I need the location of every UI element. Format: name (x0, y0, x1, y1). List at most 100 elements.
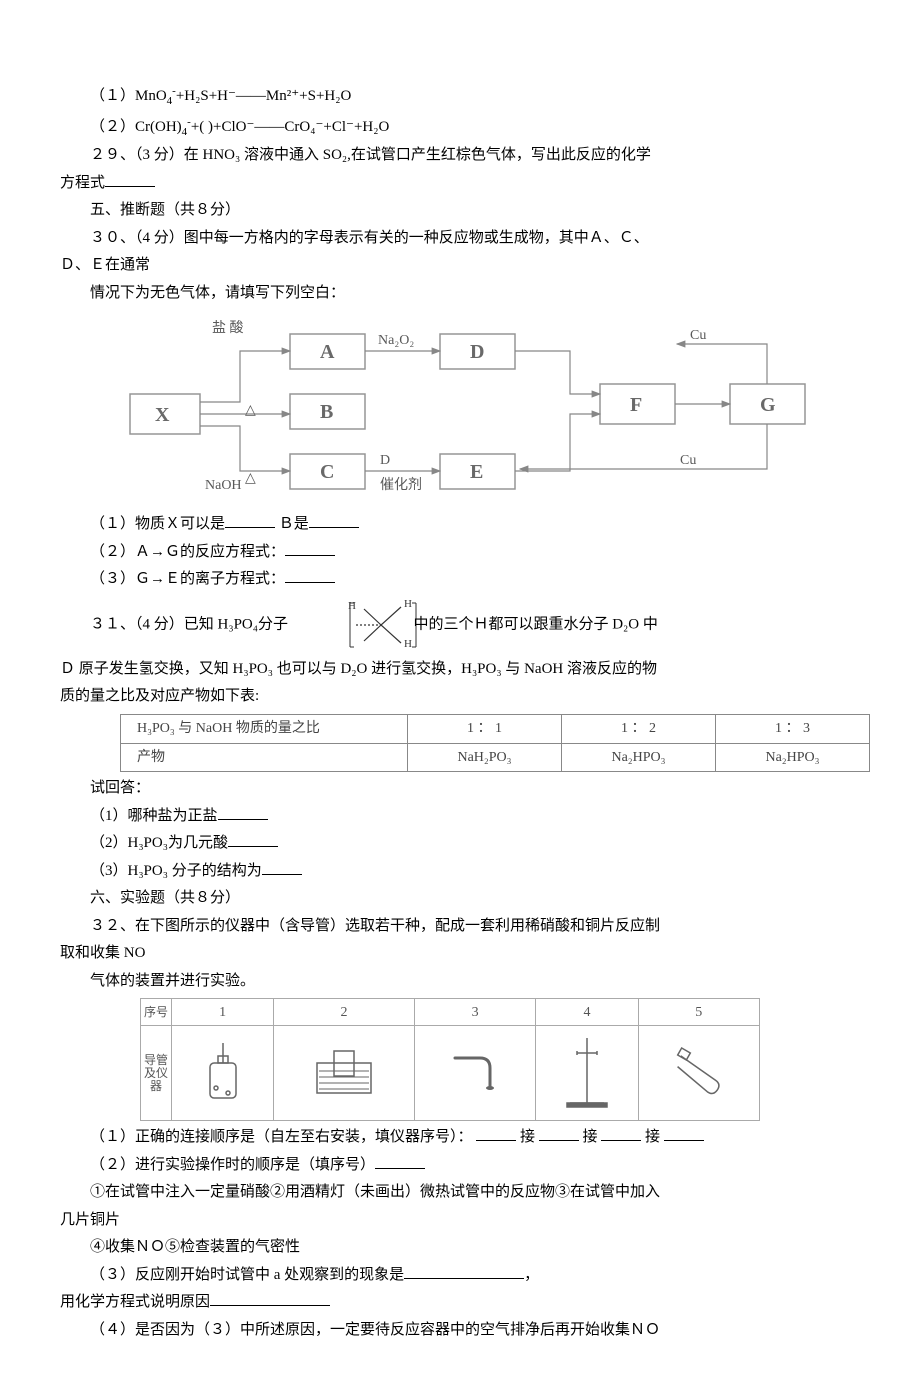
ratio-table: H₃PO₃ 与 NaOH 物质的量之比 1 ： 1 1 ： 2 1 ： 3 产物… (120, 714, 870, 773)
rt-r2c3: Na₂HPO₃ (562, 743, 716, 772)
q31-ans: 试回答： (60, 776, 860, 802)
svg-text:H: H (404, 638, 412, 650)
q32-blank-c[interactable] (601, 1125, 641, 1141)
box-X: X (155, 404, 170, 426)
q32-ops2: 几片铜片 (60, 1208, 860, 1234)
q32-s3c: 用化学方程式说明原因 (60, 1294, 210, 1310)
q32-l3: 气体的装置并进行实验。 (60, 969, 860, 995)
rt-r2c4: Na₂HPO₃ (716, 743, 870, 772)
q32-blank-b[interactable] (539, 1125, 579, 1141)
label-cuihuaji: 催化剂 (380, 477, 422, 493)
q32-s2: （２）进行实验操作时的顺序是（填序号） (60, 1153, 860, 1179)
q32-jie3: 接 (645, 1129, 660, 1145)
q32-s3b: ， (524, 1267, 539, 1283)
label-yansuan: 盐 酸 (212, 320, 244, 336)
svg-text:H: H (348, 600, 356, 612)
q28-l2-pre: （２）Cr(OH) (90, 119, 182, 135)
label-cu2: Cu (680, 453, 696, 468)
box-B: B (320, 401, 333, 423)
q32-blank2[interactable] (375, 1153, 425, 1169)
q32-blank-a[interactable] (476, 1125, 516, 1141)
q30-blank3[interactable] (285, 567, 335, 583)
box-C: C (320, 461, 334, 483)
q32-s1: （１）正确的连接顺序是（自左至右安装，填仪器序号）： 接 接 接 (60, 1125, 860, 1151)
rt-r1c4: 1 ： 3 (716, 714, 870, 743)
q30-blank-x[interactable] (225, 512, 275, 528)
apparatus-2-trough-icon (274, 1026, 415, 1121)
label-cu1: Cu (690, 328, 706, 343)
q32-s2-text: （２）进行实验操作时的顺序是（填序号） (90, 1157, 375, 1173)
q30-l3: 情况下为无色气体，请填写下列空白： (60, 281, 860, 307)
flowchart-diagram: 盐 酸 NaOH Na₂O₂ 催化剂 Cu Cu D △ △ X A B C D… (120, 314, 820, 504)
h3po4-structure-icon: H H H (296, 595, 406, 655)
q31-blank1[interactable] (218, 804, 268, 820)
section5-heading: 五、推断题（共８分） (60, 198, 860, 224)
q31-s3: （3）H₃PO₃ 分子的结构为 (60, 859, 860, 885)
apparatus-3-bent-tube-icon (414, 1026, 535, 1121)
svg-text:H: H (404, 598, 412, 610)
q32-ops: ①在试管中注入一定量硝酸②用酒精灯（未画出）微热试管中的反应物③在试管中加入 (60, 1180, 860, 1206)
q32-s3c-line: 用化学方程式说明原因 (60, 1290, 860, 1316)
q31-l1b: 中的三个Ｈ都可以跟重水分子 D₂O 中 (413, 616, 657, 632)
apparatus-4-stand-icon (536, 1026, 638, 1121)
q30-sub2-text: （２）Ａ→Ｇ的反应方程式： (90, 544, 285, 560)
q30-sub2: （２）Ａ→Ｇ的反应方程式： (60, 540, 860, 566)
at-h1: 序号 (141, 999, 172, 1026)
q30-blank2[interactable] (285, 540, 335, 556)
q32-l1: ３２、在下图所示的仪器中（含导管）选取若干种，配成一套利用稀硝酸和铜片反应制 (60, 914, 860, 940)
at-c1: 1 (172, 999, 274, 1026)
at-c4: 4 (536, 999, 638, 1026)
at-c5: 5 (638, 999, 759, 1026)
rt-r2c2: NaH₂PO₃ (408, 743, 562, 772)
q31-s1-text: （1）哪种盐为正盐 (90, 808, 218, 824)
q31-l1a: ３１、（4 分）已知 H₃PO₄分子 (90, 616, 288, 632)
q31-l2: Ｄ 原子发生氢交换，又知 H₃PO₃ 也可以与 D₂O 进行氢交换，H₃PO₃ … (60, 657, 860, 683)
q32-s4: （４）是否因为（３）中所述原因，一定要待反应容器中的空气排净后再开始收集ＮＯ (60, 1318, 860, 1344)
box-G: G (760, 394, 776, 416)
q30-sub3-text: （３）Ｇ→Ｅ的离子方程式： (90, 571, 285, 587)
q32-s3a-line: （３）反应刚开始时试管中 a 处观察到的现象是 ， (60, 1263, 860, 1289)
q31-l3: 质的量之比及对应产物如下表: (60, 684, 860, 710)
q28-line2: （２）Cr(OH)4-+( )+ClO⁻——CrO₄⁻+Cl⁻+H₂O (60, 113, 860, 142)
q32-blank-d[interactable] (664, 1125, 704, 1141)
q31-l1: ３１、（4 分）已知 H₃PO₄分子 H H H (60, 595, 860, 655)
q28-l1-pre: （１）MnO (90, 88, 167, 104)
rt-r1c2: 1 ： 1 (408, 714, 562, 743)
q28-l1-rest: +H₂S+H⁻——Mn²⁺+S+H₂O (176, 88, 351, 104)
rt-r2c1: 产物 (121, 743, 408, 772)
box-F: F (630, 394, 642, 416)
box-E: E (470, 461, 483, 483)
q30-sub1: （１）物质Ｘ可以是 Ｂ是 (60, 512, 860, 538)
q30-sub3: （３）Ｇ→Ｅ的离子方程式： (60, 567, 860, 593)
apparatus-table: 序号 1 2 3 4 5 导管及仪器 (140, 998, 760, 1121)
svg-text:△: △ (245, 403, 256, 418)
rt-r1c3: 1 ： 2 (562, 714, 716, 743)
q30-blank-b[interactable] (309, 512, 359, 528)
q32-s1a: （１）正确的连接顺序是（自左至右安装，填仪器序号）： (90, 1129, 473, 1145)
apparatus-5-testtube-icon (638, 1026, 759, 1121)
section6-heading: 六、实验题（共８分） (60, 886, 860, 912)
svg-text:D: D (380, 453, 390, 468)
label-na2o2: Na₂O₂ (378, 333, 414, 348)
box-A: A (320, 341, 335, 363)
q31-blank2[interactable] (228, 831, 278, 847)
q29-text: ２９、（3 分）在 HNO₃ 溶液中通入 SO₂,在试管口产生红棕色气体，写出此… (90, 147, 651, 163)
label-naoh: NaOH (205, 478, 242, 493)
q30-l2: Ｄ、Ｅ在通常 (60, 253, 860, 279)
q32-blank3a[interactable] (404, 1263, 524, 1279)
q32-l2: 取和收集 NO (60, 941, 860, 967)
q29-blank[interactable] (105, 171, 155, 187)
q31-blank3[interactable] (262, 859, 302, 875)
q32-blank3c[interactable] (210, 1290, 330, 1306)
q28-line1: （１）MnO4-+H₂S+H⁻——Mn²⁺+S+H₂O (60, 82, 860, 111)
at-c2: 2 (274, 999, 415, 1026)
q30-sub1b: Ｂ是 (279, 516, 309, 532)
q29-line1: ２９、（3 分）在 HNO₃ 溶液中通入 SO₂,在试管口产生红棕色气体，写出此… (60, 143, 860, 169)
q29-l2: 方程式 (60, 175, 105, 191)
q31-s2-text: （2）H₃PO₃为几元酸 (90, 835, 228, 851)
q31-s1: （1）哪种盐为正盐 (60, 804, 860, 830)
q32-jie2: 接 (583, 1129, 598, 1145)
q32-s3a: （３）反应刚开始时试管中 a 处观察到的现象是 (90, 1267, 404, 1283)
at-c3: 3 (414, 999, 535, 1026)
q30-sub1a: （１）物质Ｘ可以是 (90, 516, 225, 532)
